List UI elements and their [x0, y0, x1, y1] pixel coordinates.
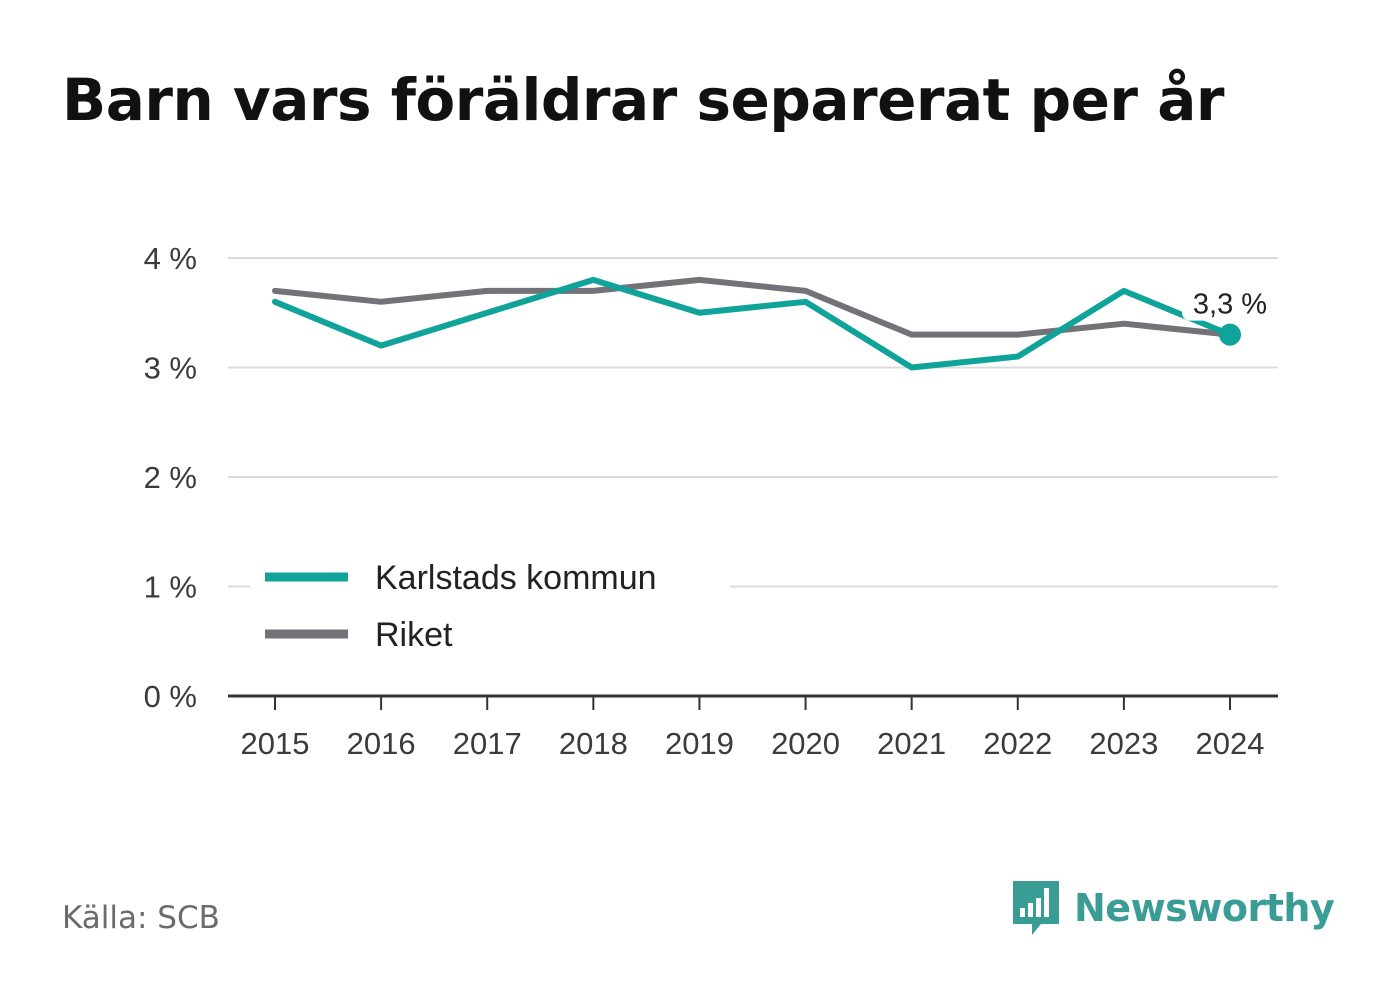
legend-label: Riket: [375, 616, 453, 654]
x-tick-label: 2017: [453, 726, 522, 761]
legend-background: [250, 548, 730, 668]
annotation-background: [1182, 284, 1278, 321]
x-tick-label: 2016: [347, 726, 416, 761]
x-tick-label: 2019: [665, 726, 734, 761]
brand-name: Newsworthy: [1074, 886, 1335, 930]
legend: Karlstads kommun Riket: [250, 548, 730, 668]
newsworthy-logo-icon: [1013, 881, 1059, 935]
x-tick-label: 2015: [241, 726, 310, 761]
annotation-label: 3,3 %: [1193, 289, 1267, 321]
y-tick-label: 1 %: [144, 570, 197, 605]
y-tick-label: 2 %: [144, 460, 197, 495]
chart-title: Barn vars föräldrar separerat per år: [62, 66, 1224, 134]
x-tick-label: 2021: [877, 726, 946, 761]
x-tick-label: 2024: [1196, 726, 1265, 761]
legend-label: Karlstads kommun: [375, 559, 657, 597]
x-axis: 2015 2016 2017 2018 2019 2020 2021 2022 2023 2024: [228, 694, 1278, 761]
x-tick-label: 2023: [1089, 726, 1158, 761]
x-tick-label: 2020: [771, 726, 840, 761]
source-note: Källa: SCB: [62, 900, 220, 936]
brand-logo: Newsworthy: [1010, 878, 1335, 938]
series-line: [272, 276, 1233, 371]
x-tick-label: 2022: [983, 726, 1052, 761]
series-line: [272, 276, 1233, 338]
x-tick-label: 2018: [559, 726, 628, 761]
y-tick-label: 0 %: [144, 679, 197, 714]
end-annotation: 3,3 %: [1182, 284, 1278, 346]
series-lines: [272, 276, 1233, 371]
y-tick-label: 3 %: [144, 351, 197, 386]
y-tick-label: 4 %: [144, 241, 197, 276]
annotation-point: [1219, 323, 1241, 346]
y-axis: 0 % 1 % 2 % 3 % 4 %: [144, 241, 197, 714]
